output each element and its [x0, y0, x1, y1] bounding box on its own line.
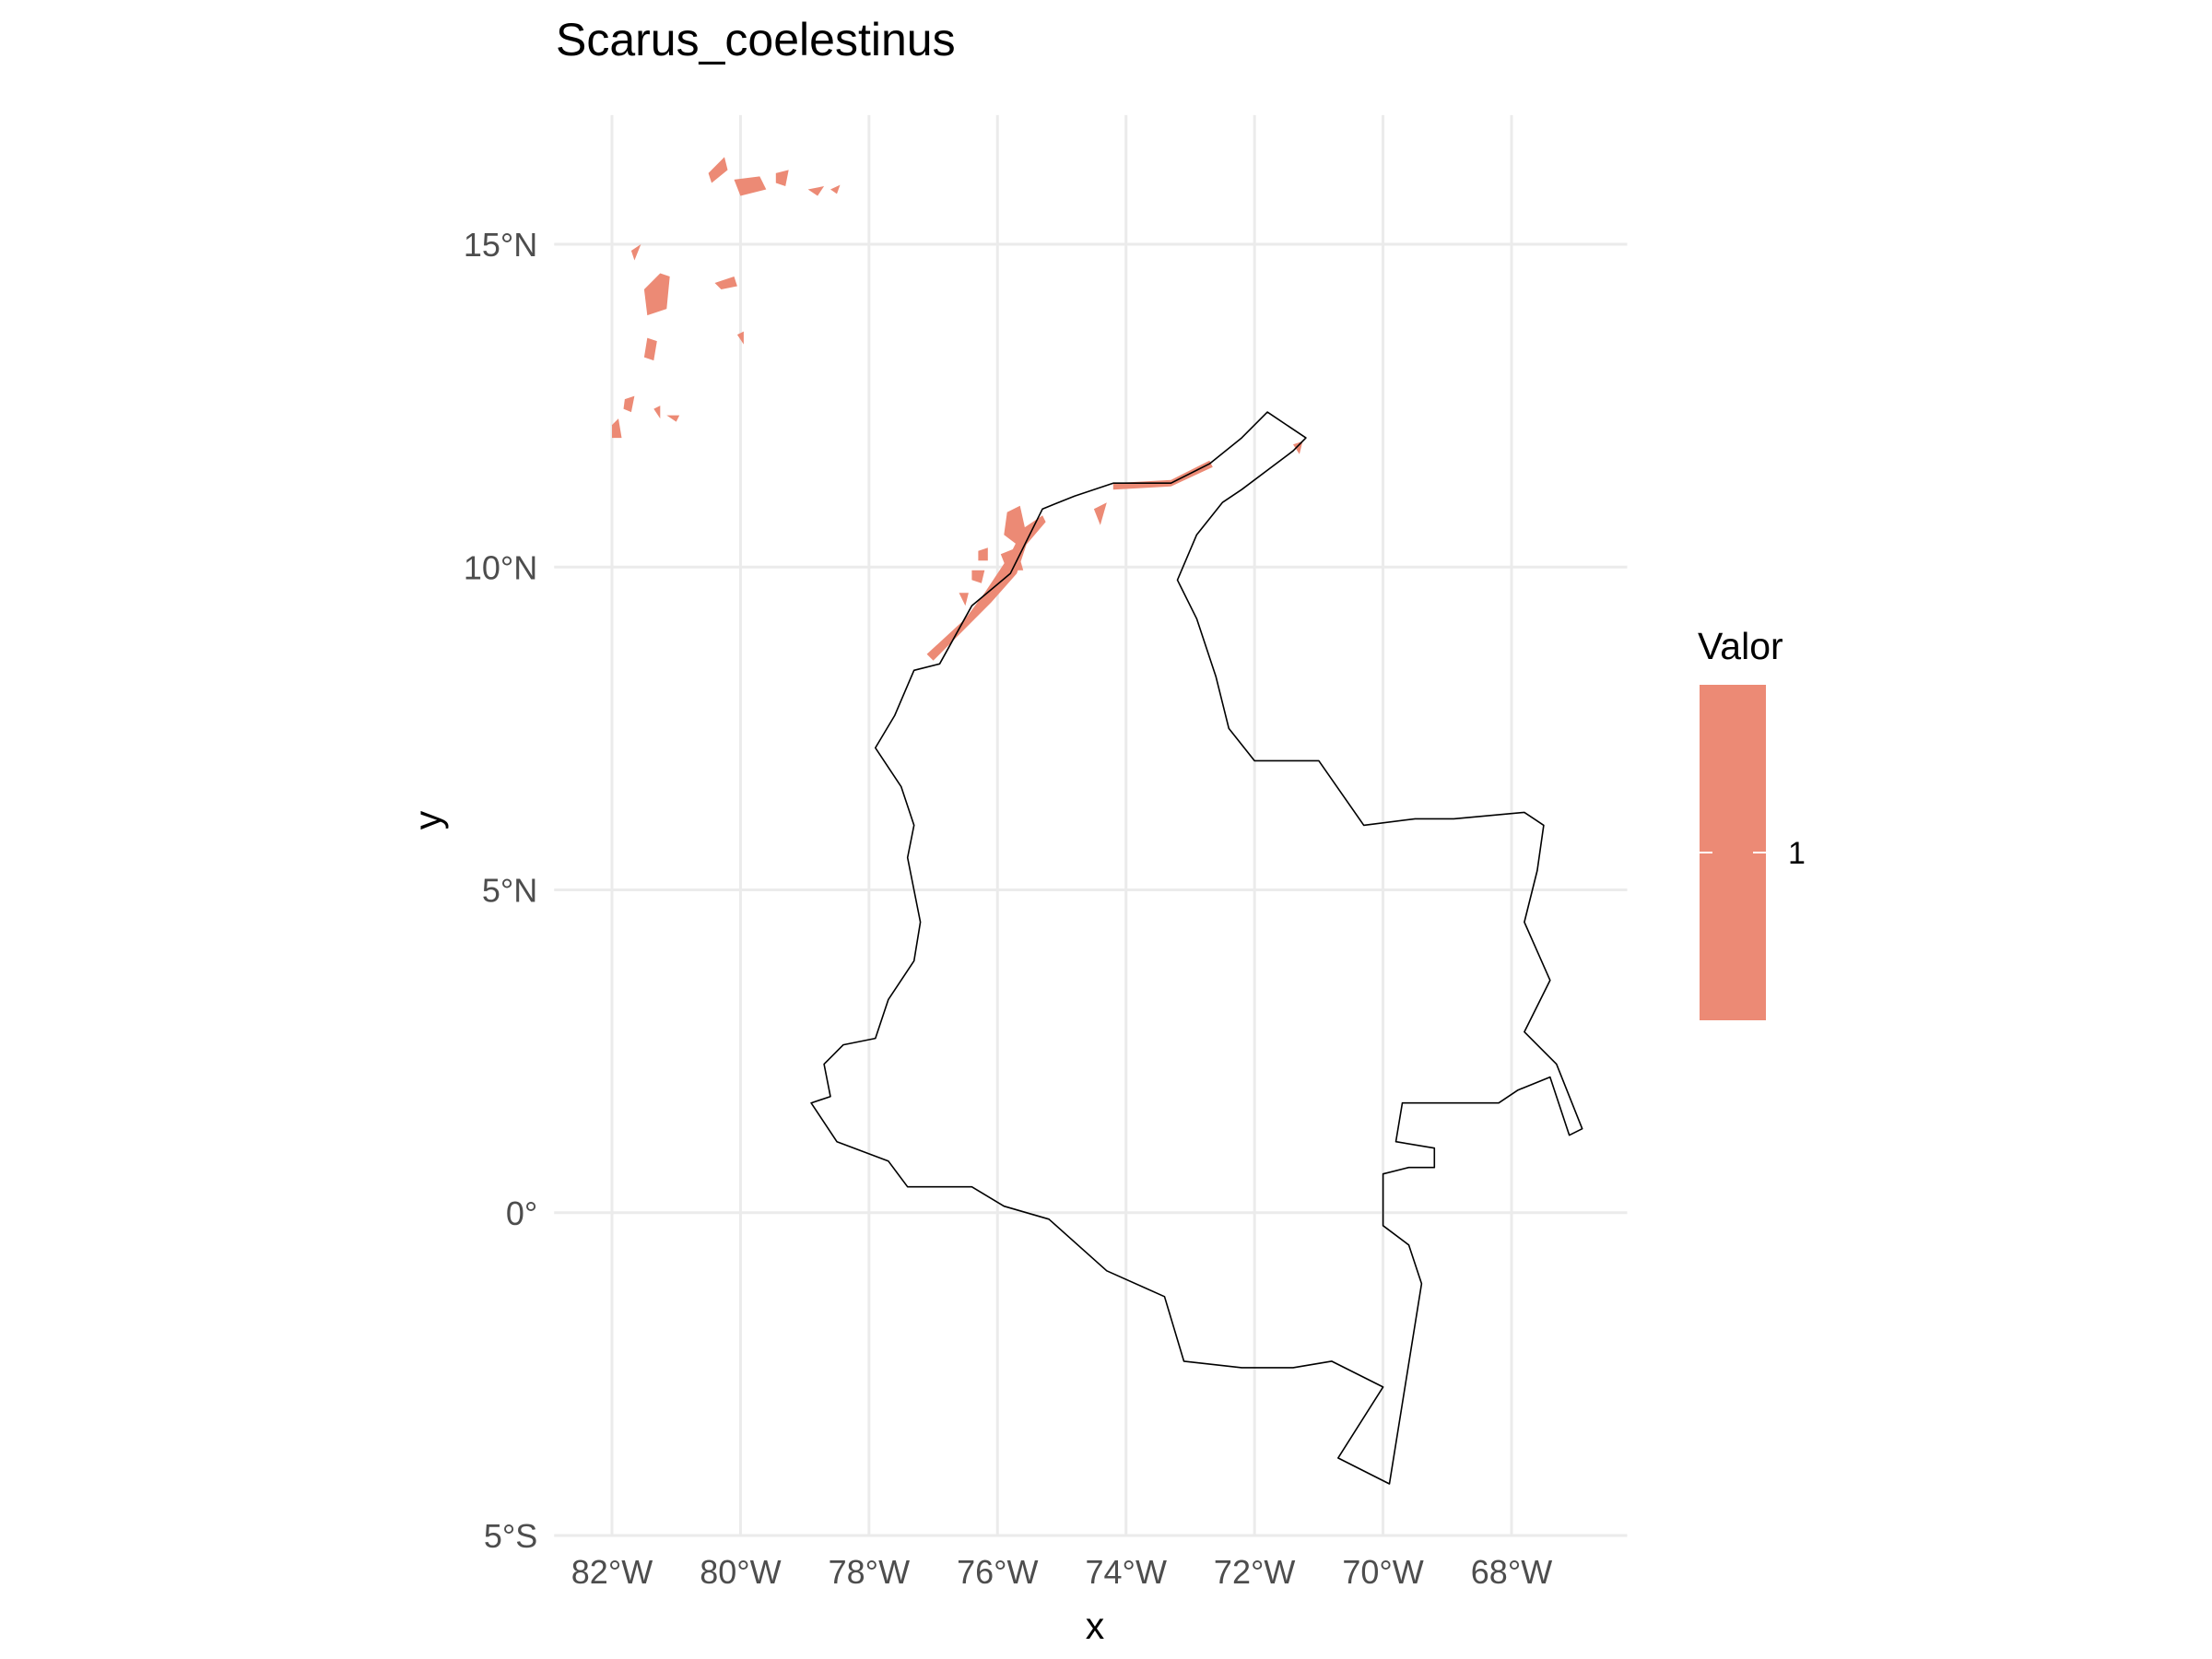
- habitat-area-3: [807, 186, 825, 196]
- habitat-area-15: [1004, 505, 1027, 545]
- x-tick-label-3: 76°W: [957, 1553, 1038, 1591]
- y-axis-ticks: 15°N 10°N 5°N 0° 5°S: [464, 226, 537, 1555]
- legend-label: 1: [1788, 836, 1806, 871]
- habitat-area-18: [971, 570, 985, 583]
- habitat-area-5: [643, 273, 670, 316]
- x-tick-label-7: 68°W: [1471, 1553, 1552, 1591]
- y-tick-label-3: 0°: [506, 1194, 537, 1232]
- habitat-area-17: [978, 547, 988, 561]
- x-axis-title: x: [1086, 1605, 1105, 1647]
- habitat-area-16: [1000, 547, 1024, 571]
- y-tick-label-4: 5°S: [484, 1517, 537, 1555]
- x-tick-label-2: 78°W: [829, 1553, 910, 1591]
- habitat-layer: [612, 157, 1303, 661]
- habitat-area-10: [623, 395, 635, 413]
- y-tick-label-1: 10°N: [464, 548, 537, 586]
- x-tick-label-5: 72°W: [1214, 1553, 1295, 1591]
- x-axis-ticks: 82°W 80°W 78°W 76°W 74°W 72°W 70°W 68°W: [571, 1553, 1552, 1591]
- x-tick-label-4: 74°W: [1086, 1553, 1167, 1591]
- habitat-area-19: [959, 593, 969, 606]
- habitat-area-6: [630, 244, 641, 261]
- habitat-area-8: [736, 331, 744, 345]
- x-tick-label-1: 80°W: [700, 1553, 781, 1591]
- habitat-area-0: [708, 157, 728, 183]
- x-tick-label-6: 70°W: [1342, 1553, 1423, 1591]
- country-outline-layer: [810, 411, 1583, 1485]
- y-tick-label-0: 15°N: [464, 226, 537, 264]
- habitat-area-1: [734, 176, 767, 196]
- habitat-area-11: [653, 406, 661, 419]
- habitat-area-12: [666, 415, 680, 422]
- habitat-area-9: [643, 337, 657, 361]
- habitat-area-2: [775, 170, 789, 186]
- habitat-area-13: [612, 418, 622, 439]
- grid-lines: [554, 114, 1628, 1537]
- habitat-area-20: [1112, 460, 1213, 490]
- y-axis-title: y: [406, 810, 449, 830]
- habitat-area-4: [830, 184, 841, 194]
- legend-title: Valor: [1698, 625, 1783, 667]
- legend: Valor 1: [1698, 625, 1806, 1020]
- x-tick-label-0: 82°W: [571, 1553, 653, 1591]
- y-tick-label-2: 5°N: [482, 872, 537, 910]
- country-outline: [810, 411, 1583, 1485]
- habitat-area-22: [1093, 502, 1107, 525]
- chart-title: Scarus_coelestinus: [556, 14, 956, 65]
- habitat-area-7: [714, 276, 737, 289]
